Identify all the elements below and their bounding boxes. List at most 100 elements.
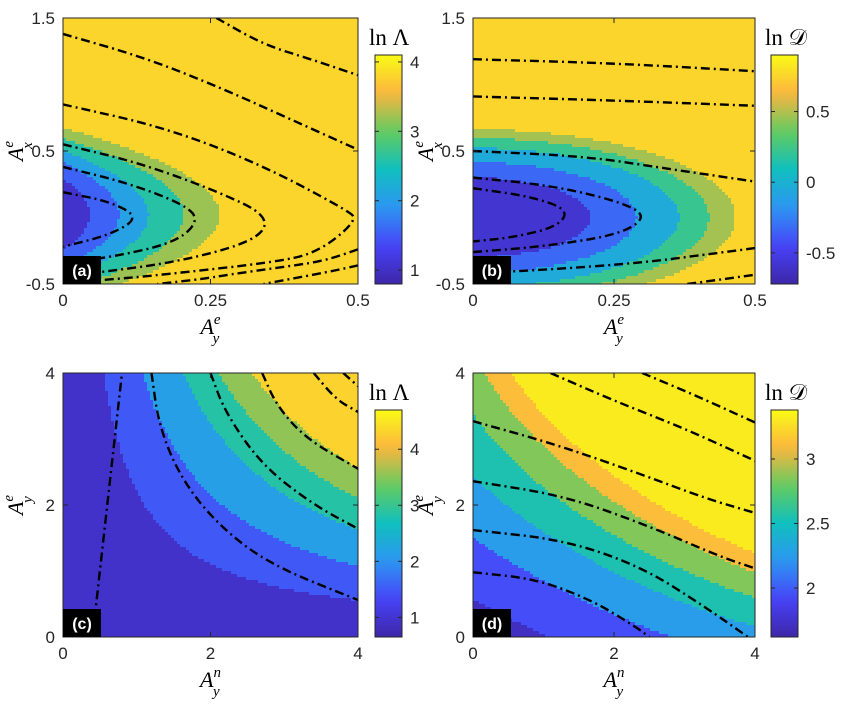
heatmap-cell <box>171 24 175 28</box>
heatmap-cell <box>81 165 85 169</box>
heatmap-cell <box>204 180 208 184</box>
heatmap-cell <box>150 195 154 199</box>
heatmap-cell <box>195 150 199 154</box>
heatmap-cell <box>138 165 142 169</box>
heatmap-cell <box>189 243 193 247</box>
heatmap-cell <box>123 195 127 199</box>
heatmap-cell <box>123 54 127 58</box>
heatmap-cell <box>96 198 100 202</box>
heatmap-cell <box>147 270 151 274</box>
heatmap-cell <box>159 270 163 274</box>
heatmap-cell <box>228 213 232 217</box>
heatmap-cell <box>165 84 169 88</box>
heatmap-cell <box>219 225 223 229</box>
heatmap-cell <box>108 282 112 284</box>
heatmap-cell <box>96 162 100 166</box>
heatmap-cell <box>183 273 187 277</box>
heatmap-cell <box>162 276 166 280</box>
heatmap-cell <box>123 252 127 256</box>
heatmap-cell <box>180 84 184 88</box>
heatmap-cell <box>135 72 139 76</box>
heatmap-cell <box>225 99 229 103</box>
heatmap-cell <box>192 144 196 148</box>
heatmap-cell <box>102 219 106 223</box>
heatmap-cell <box>213 246 217 250</box>
heatmap-cell <box>207 60 211 64</box>
heatmap-cell <box>93 54 97 58</box>
heatmap-cell <box>138 159 142 163</box>
heatmap-cell <box>168 171 172 175</box>
heatmap-cell <box>150 138 154 142</box>
heatmap-cell <box>75 210 79 214</box>
heatmap-cell <box>228 204 232 208</box>
heatmap-cell <box>228 252 232 256</box>
heatmap-cell <box>225 120 229 124</box>
heatmap-cell <box>141 138 145 142</box>
heatmap-cell <box>171 60 175 64</box>
heatmap-cell <box>129 108 133 112</box>
heatmap-cell <box>120 78 124 82</box>
heatmap-cell <box>216 177 220 181</box>
heatmap-cell <box>195 36 199 40</box>
heatmap-cell <box>138 189 142 193</box>
heatmap-cell <box>204 75 208 79</box>
heatmap-cell <box>156 177 160 181</box>
heatmap-cell <box>195 174 199 178</box>
heatmap-cell <box>147 147 151 151</box>
heatmap-cell <box>222 249 226 253</box>
heatmap-cell <box>204 135 208 139</box>
heatmap-cell <box>189 21 193 25</box>
heatmap-cell <box>102 57 106 61</box>
heatmap-cell <box>69 204 73 208</box>
heatmap-cell <box>174 156 178 160</box>
heatmap-cell <box>189 192 193 196</box>
heatmap-cell <box>78 225 82 229</box>
heatmap-cell <box>132 36 136 40</box>
heatmap-cell <box>114 237 118 241</box>
heatmap-cell <box>144 93 148 97</box>
heatmap-cell <box>213 171 217 175</box>
heatmap-cell <box>84 54 88 58</box>
heatmap-cell <box>147 168 151 172</box>
heatmap-cell <box>153 24 157 28</box>
heatmap-cell <box>141 189 145 193</box>
heatmap-cell <box>123 135 127 139</box>
heatmap-cell <box>63 177 67 181</box>
heatmap-cell <box>180 237 184 241</box>
heatmap-cell <box>129 63 133 67</box>
heatmap-cell <box>120 114 124 118</box>
heatmap-cell <box>72 81 76 85</box>
heatmap-cell <box>84 237 88 241</box>
heatmap-cell <box>174 36 178 40</box>
heatmap-cell <box>174 189 178 193</box>
heatmap-cell <box>210 72 214 76</box>
heatmap-cell <box>198 126 202 130</box>
heatmap-cell <box>180 78 184 82</box>
heatmap-cell <box>141 126 145 130</box>
heatmap-cell <box>198 114 202 118</box>
heatmap-cell <box>171 246 175 250</box>
heatmap-cell <box>141 270 145 274</box>
heatmap-cell <box>141 225 145 229</box>
heatmap-cell <box>150 171 154 175</box>
heatmap-cell <box>117 255 121 259</box>
heatmap-cell <box>216 267 220 271</box>
heatmap-cell <box>153 183 157 187</box>
heatmap-cell <box>75 213 79 217</box>
heatmap-cell <box>183 150 187 154</box>
heatmap-cell <box>75 153 79 157</box>
heatmap-cell <box>117 33 121 37</box>
heatmap-cell <box>228 189 232 193</box>
heatmap-cell <box>63 180 67 184</box>
heatmap-cell <box>84 165 88 169</box>
heatmap-cell <box>162 219 166 223</box>
heatmap-cell <box>132 120 136 124</box>
heatmap-cell <box>198 84 202 88</box>
heatmap-cell <box>168 186 172 190</box>
heatmap-cell <box>147 135 151 139</box>
heatmap-cell <box>132 219 136 223</box>
heatmap-cell <box>225 69 229 73</box>
heatmap-cell <box>186 48 190 52</box>
heatmap-cell <box>201 147 205 151</box>
heatmap-cell <box>132 135 136 139</box>
